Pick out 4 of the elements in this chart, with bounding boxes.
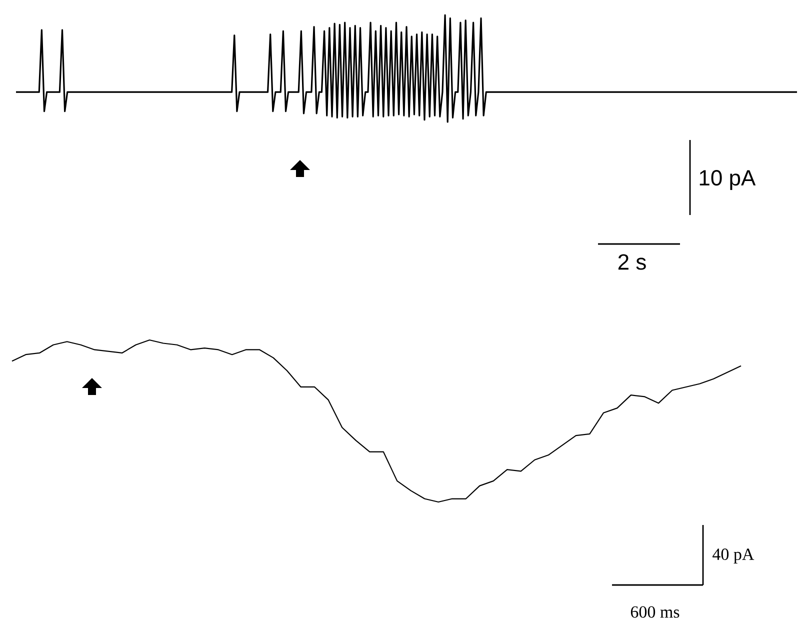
text: 2 s: [618, 254, 646, 270]
text: 10 pA: [700, 170, 756, 190]
text: 600 ms: [630, 606, 680, 618]
text: 40 pA: [712, 548, 754, 564]
